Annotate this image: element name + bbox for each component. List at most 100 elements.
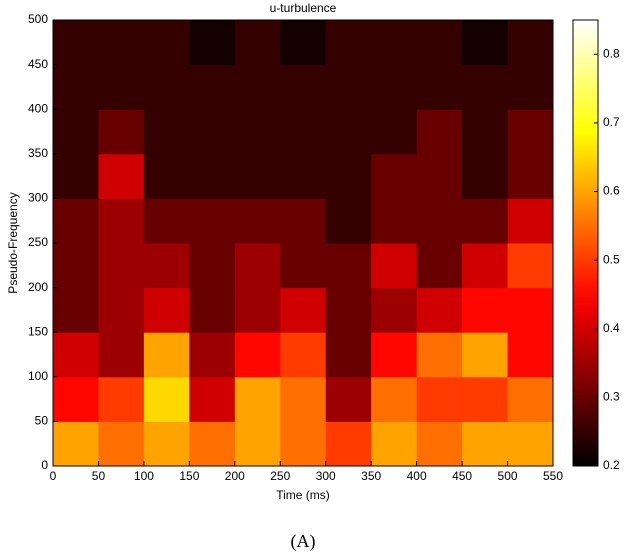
heat-cell bbox=[280, 109, 327, 155]
heat-cell bbox=[507, 64, 554, 110]
heat-cell bbox=[143, 421, 190, 467]
heat-cell bbox=[371, 109, 418, 155]
colorbar-tick-label: 0.6 bbox=[603, 184, 620, 198]
heat-cell bbox=[189, 421, 236, 467]
heat-cell bbox=[234, 64, 281, 110]
heat-cell bbox=[143, 376, 190, 422]
chart-title: u-turbulence bbox=[270, 1, 337, 15]
x-tick-label: 200 bbox=[225, 469, 245, 483]
heat-cell bbox=[507, 376, 554, 422]
y-tick-label: 150 bbox=[28, 324, 48, 338]
heat-cell bbox=[53, 287, 99, 333]
heat-cell bbox=[462, 198, 509, 244]
heat-cell bbox=[53, 153, 99, 199]
x-tick-label: 300 bbox=[316, 469, 336, 483]
heat-cell bbox=[325, 20, 372, 66]
heat-cell bbox=[234, 20, 281, 66]
heat-cell bbox=[371, 287, 418, 333]
heat-cell bbox=[53, 109, 99, 155]
caption: (A) bbox=[291, 531, 316, 552]
heat-cell bbox=[371, 332, 418, 378]
colorbar-tick-label: 0.7 bbox=[603, 115, 620, 129]
heat-cell bbox=[280, 198, 327, 244]
heat-cell bbox=[234, 109, 281, 155]
y-tick-label: 50 bbox=[35, 414, 49, 428]
heat-cell bbox=[416, 287, 463, 333]
heat-cell bbox=[371, 243, 418, 289]
heat-cell bbox=[53, 243, 99, 289]
heat-cell bbox=[462, 109, 509, 155]
colorbar bbox=[572, 19, 599, 467]
heat-cell bbox=[98, 376, 145, 422]
heat-cell bbox=[98, 109, 145, 155]
heat-cell bbox=[507, 20, 554, 66]
heat-cell bbox=[53, 332, 99, 378]
heat-cell bbox=[325, 421, 372, 467]
heat-cell bbox=[371, 198, 418, 244]
heat-cell bbox=[143, 332, 190, 378]
y-tick-label: 350 bbox=[28, 146, 48, 160]
heat-cell bbox=[280, 376, 327, 422]
x-tick-label: 400 bbox=[407, 469, 427, 483]
heat-cell bbox=[507, 287, 554, 333]
y-tick-label: 0 bbox=[41, 458, 48, 472]
heat-cell bbox=[507, 153, 554, 199]
heat-cell bbox=[189, 376, 236, 422]
heat-cell bbox=[325, 243, 372, 289]
y-tick-label: 200 bbox=[28, 280, 48, 294]
heat-cell bbox=[280, 153, 327, 199]
heat-cell bbox=[325, 198, 372, 244]
heat-cell bbox=[98, 287, 145, 333]
heat-cell bbox=[325, 64, 372, 110]
heat-cell bbox=[53, 64, 99, 110]
heat-cell bbox=[189, 20, 236, 66]
x-tick-label: 550 bbox=[543, 469, 563, 483]
x-tick-label: 150 bbox=[179, 469, 199, 483]
heat-cell bbox=[462, 287, 509, 333]
heat-cell bbox=[325, 109, 372, 155]
heat-cell bbox=[98, 421, 145, 467]
y-tick-label: 400 bbox=[28, 101, 48, 115]
heat-cell bbox=[143, 109, 190, 155]
heat-cell bbox=[507, 421, 554, 467]
y-tick-label: 250 bbox=[28, 235, 48, 249]
heat-cell bbox=[507, 109, 554, 155]
heat-cell bbox=[462, 376, 509, 422]
heat-cell bbox=[507, 332, 554, 378]
y-axis-label: Pseudo-Frequency bbox=[6, 192, 20, 293]
heat-cell bbox=[53, 376, 99, 422]
heat-cell bbox=[98, 332, 145, 378]
heat-cell bbox=[280, 332, 327, 378]
x-axis-label: Time (ms) bbox=[276, 488, 330, 502]
x-tick-label: 100 bbox=[134, 469, 154, 483]
heat-cell bbox=[234, 287, 281, 333]
colorbar-tick-label: 0.5 bbox=[603, 252, 620, 266]
heat-cell bbox=[462, 20, 509, 66]
heat-cell bbox=[189, 287, 236, 333]
heat-cell bbox=[143, 243, 190, 289]
heat-cell bbox=[280, 64, 327, 110]
x-tick-label: 450 bbox=[452, 469, 472, 483]
colorbar-tick-label: 0.2 bbox=[603, 458, 620, 472]
x-tick-label: 0 bbox=[50, 469, 57, 483]
heat-cell bbox=[371, 153, 418, 199]
heat-cell bbox=[280, 20, 327, 66]
heat-cell bbox=[234, 243, 281, 289]
heat-cell bbox=[143, 153, 190, 199]
heat-cell bbox=[462, 421, 509, 467]
heat-cell bbox=[234, 198, 281, 244]
heat-cell bbox=[280, 287, 327, 333]
heat-cell bbox=[53, 20, 99, 66]
y-tick-label: 450 bbox=[28, 57, 48, 71]
heat-cell bbox=[143, 287, 190, 333]
heat-cell bbox=[98, 243, 145, 289]
heat-cell bbox=[462, 332, 509, 378]
x-tick-label: 350 bbox=[361, 469, 381, 483]
heat-cell bbox=[416, 109, 463, 155]
x-tick-label: 500 bbox=[498, 469, 518, 483]
heat-cell bbox=[98, 20, 145, 66]
heat-cell bbox=[53, 421, 99, 467]
heat-cell bbox=[53, 198, 99, 244]
colorbar-tick-label: 0.3 bbox=[603, 390, 620, 404]
